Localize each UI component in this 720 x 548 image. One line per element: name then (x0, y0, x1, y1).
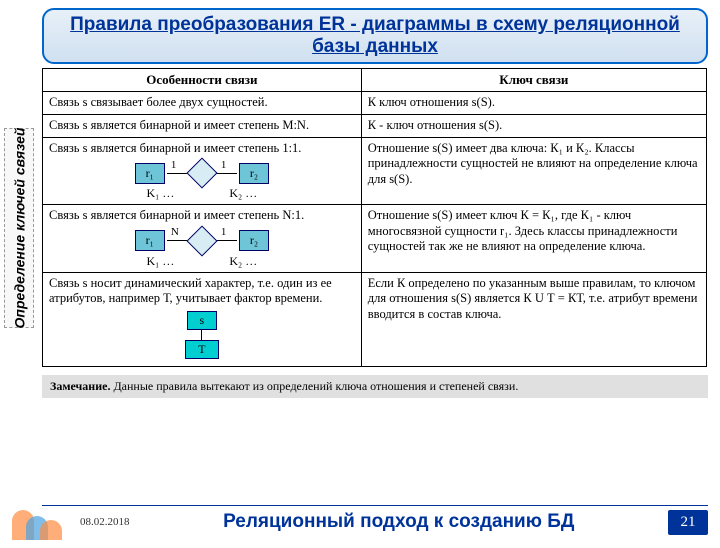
cell-key: Отношение s(S) имеет два ключа: К₁ и К₂.… (361, 137, 706, 205)
relation-diamond (186, 225, 217, 256)
feat-text: Связь s носит динамический характер, т.е… (49, 276, 332, 306)
k1: K₁ … (147, 186, 175, 201)
cell-feat: Связь s носит динамический характер, т.е… (43, 272, 362, 366)
footer-date: 08.02.2018 (80, 516, 130, 528)
entity-box-r2: r₂ (239, 163, 269, 184)
er-diagram-11: r₁ 1 1 r₂ (49, 162, 355, 184)
entity-box-r2: r₂ (239, 230, 269, 251)
table-row: Связь s является бинарной и имеет степен… (43, 205, 707, 273)
feat-text: Связь s является бинарной и имеет степен… (49, 141, 301, 155)
footer: 08.02.2018 Реляционный подход к созданию… (0, 502, 720, 542)
cardinality: 1 (171, 159, 177, 173)
er-diagram-n1: r₁ N 1 r₂ (49, 230, 355, 252)
relation-diamond (186, 158, 217, 189)
k1: K₁ … (147, 254, 175, 269)
cell-key: Отношение s(S) имеет ключ К = К₁, где К₁… (361, 205, 706, 273)
page-title: Правила преобразования ER - диаграммы в … (52, 14, 698, 58)
edge: 1 (217, 240, 237, 241)
edge: 1 (217, 173, 237, 174)
cell-key: К ключ отношения s(S). (361, 92, 706, 115)
cell-feat: Связь s является бинарной и имеет степен… (43, 114, 362, 137)
entity-box-r1: r₁ (135, 163, 165, 184)
s-box: s (187, 311, 218, 330)
table-row: Связь s является бинарной и имеет степен… (43, 114, 707, 137)
header-banner: Правила преобразования ER - диаграммы в … (42, 8, 708, 64)
footer-title: Реляционный подход к созданию БД (130, 511, 669, 533)
cell-feat: Связь s является бинарной и имеет степен… (43, 205, 362, 273)
cell-key: Если К определено по указанным выше прав… (361, 272, 706, 366)
logo-part (40, 520, 62, 540)
note-bold: Замечание. (50, 379, 110, 393)
header-col1: Особенности связи (43, 69, 362, 92)
table-row: Связь s является бинарной и имеет степен… (43, 137, 707, 205)
cell-key: К - ключ отношения s(S). (361, 114, 706, 137)
header-col2: Ключ связи (361, 69, 706, 92)
cardinality: 1 (221, 159, 227, 173)
dynamic-diagram: s T (49, 311, 355, 359)
table-row: Связь s связывает более двух сущностей. … (43, 92, 707, 115)
feat-text: Связь s является бинарной и имеет степен… (49, 208, 304, 222)
cardinality: 1 (221, 226, 227, 240)
note-text: Данные правила вытекают из определений к… (110, 379, 518, 393)
k2: K₂ … (229, 254, 257, 269)
edge: N (167, 240, 187, 241)
table-row: Связь s носит динамический характер, т.е… (43, 272, 707, 366)
connector (201, 330, 202, 340)
k2: K₂ … (229, 186, 257, 201)
note-box: Замечание. Данные правила вытекают из оп… (42, 375, 708, 398)
edge: 1 (167, 173, 187, 174)
entity-box-r1: r₁ (135, 230, 165, 251)
t-box: T (185, 340, 218, 359)
page-number: 21 (668, 510, 708, 535)
logo-icon (12, 504, 72, 540)
cardinality: N (171, 226, 179, 240)
sidebar-label: Определение ключей связей (11, 128, 27, 329)
sidebar-label-box: Определение ключей связей (4, 128, 34, 328)
rules-table: Особенности связи Ключ связи Связь s свя… (42, 68, 707, 367)
cell-feat: Связь s является бинарной и имеет степен… (43, 137, 362, 205)
cell-feat: Связь s связывает более двух сущностей. (43, 92, 362, 115)
